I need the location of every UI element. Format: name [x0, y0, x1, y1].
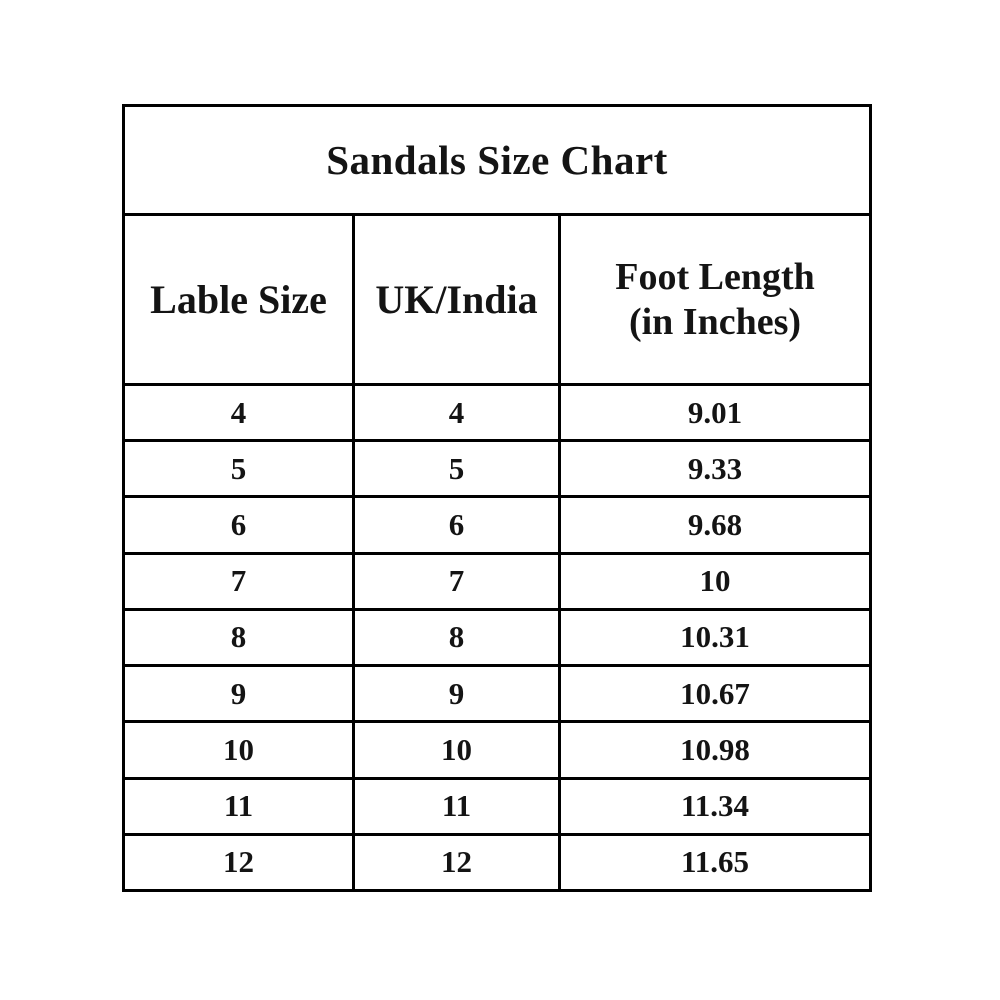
table-title: Sandals Size Chart [326, 137, 668, 183]
cell-label-size: 9 [125, 664, 352, 720]
cell-uk-india: 10 [352, 720, 558, 777]
cell-uk-india: 5 [352, 439, 558, 496]
cell-foot-length: 10.67 [558, 664, 869, 721]
column-header-lable-size: Lable Size [125, 213, 352, 383]
cell-label-size: 10 [125, 720, 352, 776]
cell-uk-india: 11 [352, 776, 558, 833]
column-header-foot-length-line1: Foot Length [615, 255, 815, 298]
column-header-foot-length-line2: (in Inches) [628, 300, 802, 343]
cell-foot-length: 11.65 [558, 832, 869, 889]
column-header-foot-length: Foot Length (in Inches) [558, 213, 869, 383]
cell-label-size: 7 [125, 551, 352, 608]
cell-uk-india: 9 [352, 664, 558, 721]
cell-uk-india: 4 [352, 383, 558, 440]
column-header-uk-india: UK/India [352, 213, 558, 383]
cell-label-size: 5 [125, 439, 352, 495]
cell-uk-india: 8 [352, 607, 558, 665]
cell-label-size: 11 [125, 776, 352, 833]
cell-foot-length: 11.34 [558, 776, 869, 833]
cell-foot-length: 9.68 [558, 495, 869, 552]
cell-foot-length: 10.31 [558, 607, 869, 665]
cell-label-size: 12 [125, 832, 352, 889]
cell-foot-length: 9.33 [558, 439, 869, 496]
cell-foot-length: 10 [558, 551, 869, 608]
cell-label-size: 4 [125, 383, 352, 439]
cell-label-size: 8 [125, 607, 352, 664]
cell-uk-india: 12 [352, 832, 558, 889]
cell-foot-length: 9.01 [558, 383, 869, 440]
cell-uk-india: 6 [352, 495, 558, 552]
cell-uk-india: 7 [352, 551, 558, 608]
cell-label-size: 6 [125, 495, 352, 551]
size-chart-table: Sandals Size Chart Lable Size UK/India F… [122, 104, 872, 892]
cell-foot-length: 10.98 [558, 720, 869, 777]
